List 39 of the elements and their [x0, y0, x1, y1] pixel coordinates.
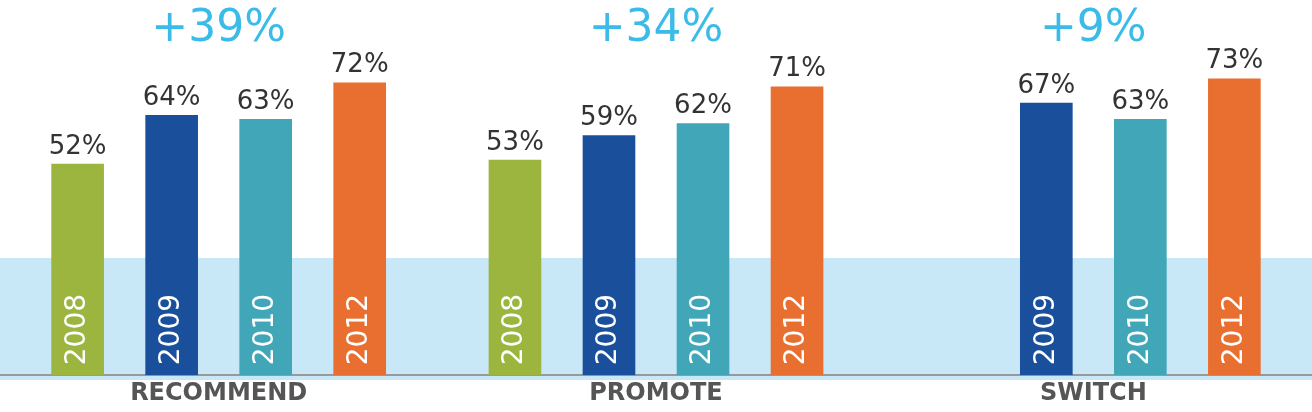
text: +39%: [151, 0, 286, 52]
bar: [582, 135, 636, 376]
data-label: 71%: [768, 52, 826, 83]
series-label: 2012: [1215, 293, 1249, 366]
data-label: 59%: [580, 101, 638, 132]
text: 2009: [590, 293, 624, 366]
x-tick-label: RECOMMEND: [130, 377, 308, 406]
data-label: 62%: [674, 88, 732, 119]
text: 2008: [496, 293, 530, 366]
text: 2009: [1027, 293, 1061, 366]
bar: [239, 119, 293, 376]
data-label: 67%: [1017, 68, 1076, 99]
text: +9%: [1040, 0, 1147, 52]
series-label: 2010: [684, 293, 718, 366]
x-tick-label: PROMOTE: [589, 377, 723, 406]
text: +34%: [588, 0, 724, 52]
data-label: 72%: [330, 48, 389, 79]
bar: [770, 86, 824, 376]
bar: [1114, 119, 1167, 376]
text: 2010: [1121, 293, 1155, 366]
data-label: 53%: [486, 125, 544, 156]
x-tick-label: SWITCH: [1039, 377, 1147, 406]
data-label: 73%: [1205, 44, 1264, 75]
data-label: 52%: [48, 129, 107, 160]
data-label: 63%: [236, 84, 295, 115]
data-label: 64%: [142, 80, 201, 111]
bar: [51, 163, 104, 376]
data-label: 63%: [1111, 84, 1170, 115]
text: 2012: [778, 293, 812, 366]
series-label: 2009: [152, 293, 186, 366]
series-label: 2008: [58, 293, 92, 366]
bar: [1208, 78, 1261, 376]
bar: [488, 159, 542, 376]
text: 2012: [340, 293, 374, 366]
text: 2010: [246, 293, 280, 366]
bar: [1019, 102, 1073, 376]
bar: [145, 115, 198, 376]
bar: [333, 82, 387, 376]
bar: [676, 123, 730, 376]
